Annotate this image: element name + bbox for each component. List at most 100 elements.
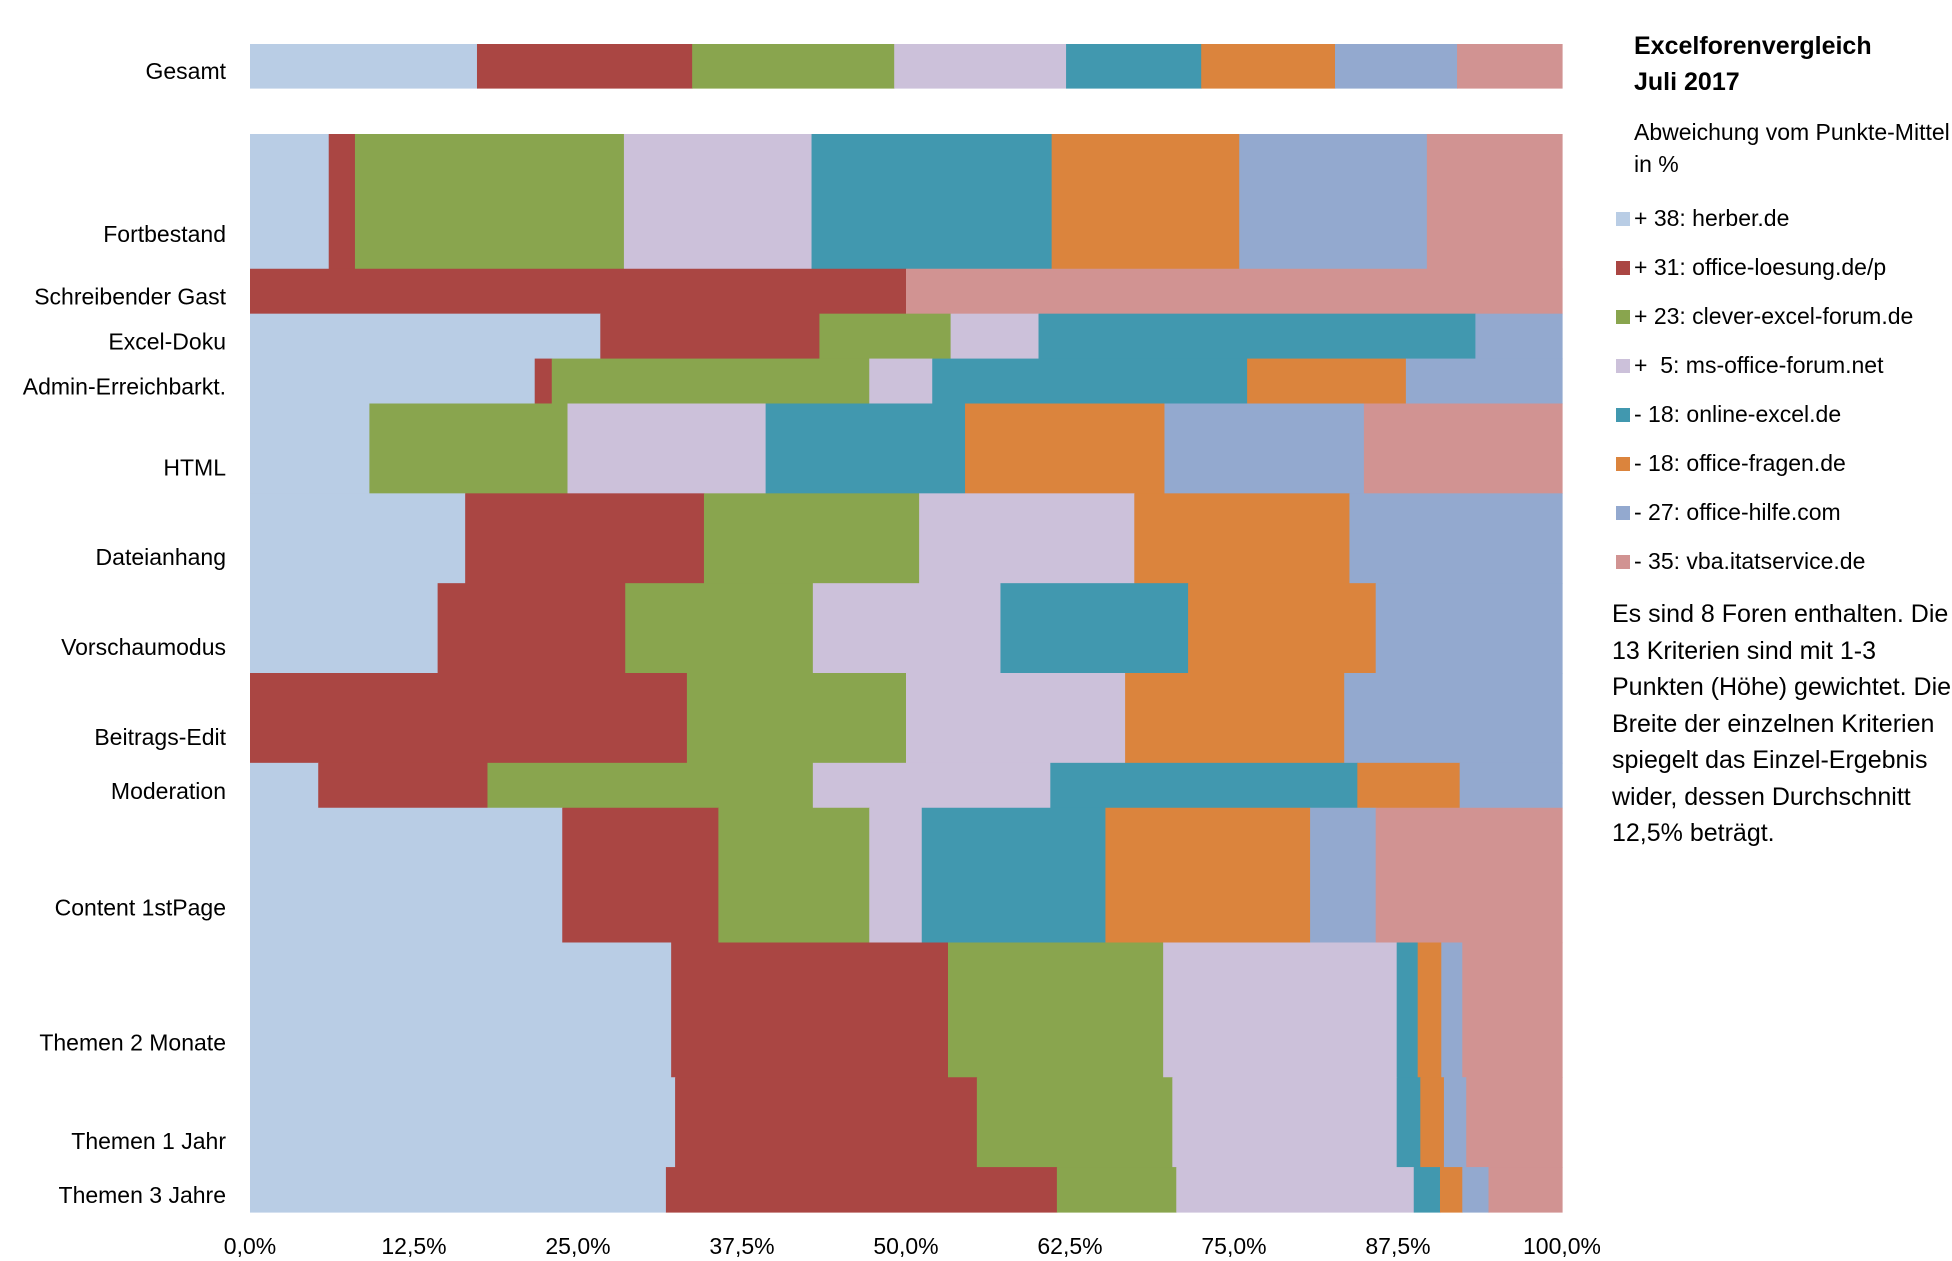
bar-admin-erreichbarkt-clever-excel-forum-de — [551, 358, 870, 405]
bar-excel-doku-office-hilfe-com — [1475, 313, 1563, 360]
x-tick-label: 0,0% — [224, 1233, 276, 1259]
bar-moderation-herber-de — [250, 762, 319, 809]
category-label-themen-2-monate: Themen 2 Monate — [39, 1029, 226, 1055]
bar-gesamt-clever-excel-forum-de — [692, 44, 895, 89]
bar-themen-1-jahr-office-hilfe-com — [1443, 1077, 1467, 1168]
x-axis-tick-labels: 0,0% 12,5% 25,0% 37,5% 50,0% 62,5% 75,0% 87,5% 1… — [224, 1233, 1600, 1259]
x-tick-label: 37,5% — [709, 1233, 774, 1259]
bar-content-1stpage-office-loesung-de-p — [562, 807, 719, 944]
category-label-moderation: Moderation — [111, 778, 226, 804]
bar-themen-2-monate-ms-office-forum-net — [1163, 942, 1398, 1078]
bar-content-1stpage-office-hilfe-com — [1310, 807, 1377, 944]
bar-schreibender-gast-vba-itatservice-de — [906, 268, 1563, 315]
x-tick-label: 25,0% — [545, 1233, 610, 1259]
bar-themen-1-jahr-office-loesung-de-p — [675, 1077, 978, 1168]
bar-dateianhang-office-loesung-de-p — [465, 493, 705, 584]
bar-admin-erreichbarkt-office-hilfe-com — [1405, 358, 1563, 405]
legend-item-herber-de: + 38: herber.de — [1600, 194, 1950, 243]
bar-fortbestand-office-loesung-de-p — [328, 134, 356, 270]
bar-html-herber-de — [250, 403, 370, 494]
legend-label: + 38: herber.de — [1634, 205, 1790, 231]
bar-moderation-office-fragen-de — [1357, 762, 1461, 809]
bar-themen-3-jahre-online-excel-de — [1413, 1167, 1441, 1213]
bar-moderation-clever-excel-forum-de — [487, 762, 814, 809]
bar-vorschaumodus-clever-excel-forum-de — [625, 583, 814, 674]
bar-html-ms-office-forum-net — [567, 403, 767, 494]
legend-label: + 31: office-loesung.de/p — [1634, 254, 1887, 280]
legend-title: Abweichung vom Punkte-Mittel in % — [1634, 119, 1950, 177]
bar-schreibender-gast-office-loesung-de-p — [250, 268, 907, 315]
chart-plot-area: Gesamt Fortbestand Schreibender Gast Excel-… — [23, 44, 1600, 1259]
bar-themen-2-monate-clever-excel-forum-de — [947, 942, 1164, 1078]
bar-excel-doku-office-loesung-de-p — [600, 313, 821, 360]
bar-gesamt-ms-office-forum-net — [894, 44, 1067, 89]
legend-swatch — [1616, 309, 1630, 324]
category-label-admin-erreichbarkt: Admin-Erreichbarkt. — [23, 374, 226, 400]
category-label-gesamt: Gesamt — [145, 58, 226, 84]
x-tick-label: 75,0% — [1201, 1233, 1266, 1259]
legend-item-vba-itatservice-de: - 35: vba.itatservice.de — [1600, 537, 1950, 586]
bar-gesamt-herber-de — [250, 44, 478, 89]
bar-themen-2-monate-office-fragen-de — [1417, 942, 1442, 1078]
category-label-content-1stpage: Content 1stPage — [55, 895, 226, 921]
bar-gesamt-vba-itatservice-de — [1457, 44, 1563, 89]
bar-fortbestand-herber-de — [250, 134, 330, 270]
category-label-vorschaumodus: Vorschaumodus — [61, 634, 226, 660]
bar-beitrags-edit-office-loesung-de-p — [250, 673, 688, 764]
bar-beitrags-edit-clever-excel-forum-de — [686, 673, 907, 764]
legend-swatch — [1616, 505, 1630, 520]
bar-vorschaumodus-online-excel-de — [1000, 583, 1189, 674]
bar-content-1stpage-office-fragen-de — [1105, 807, 1311, 944]
bar-vorschaumodus-ms-office-forum-net — [812, 583, 1002, 674]
category-label-html: HTML — [163, 454, 226, 480]
bar-admin-erreichbarkt-herber-de — [250, 358, 536, 405]
legend-item-office-fragen-de: - 18: office-fragen.de — [1600, 439, 1950, 488]
bar-themen-2-monate-herber-de — [250, 942, 672, 1078]
bar-themen-3-jahre-office-loesung-de-p — [665, 1167, 1058, 1213]
bar-html-clever-excel-forum-de — [369, 403, 569, 494]
category-label-themen-3-jahre: Themen 3 Jahre — [59, 1182, 226, 1208]
bar-themen-3-jahre-ms-office-forum-net — [1176, 1167, 1415, 1213]
bar-admin-erreichbarkt-ms-office-forum-net — [869, 358, 933, 405]
bar-excel-doku-online-excel-de — [1038, 313, 1477, 360]
legend-label: + 23: clever-excel-forum.de — [1634, 303, 1914, 329]
bar-dateianhang-clever-excel-forum-de — [703, 493, 920, 584]
chart-subtitle: Juli 2017 — [1634, 68, 1740, 96]
category-label-excel-doku: Excel-Doku — [108, 329, 226, 355]
bar-vorschaumodus-office-hilfe-com — [1375, 583, 1563, 674]
bar-themen-2-monate-office-loesung-de-p — [671, 942, 949, 1078]
legend-label: + 5: ms-office-forum.net — [1634, 352, 1884, 378]
bar-admin-erreichbarkt-office-fragen-de — [1247, 358, 1407, 405]
bar-beitrags-edit-ms-office-forum-net — [906, 673, 1126, 764]
bar-html-vba-itatservice-de — [1363, 403, 1563, 494]
bar-admin-erreichbarkt-online-excel-de — [932, 358, 1248, 405]
x-tick-label: 12,5% — [381, 1233, 446, 1259]
bar-vorschaumodus-office-loesung-de-p — [437, 583, 626, 674]
category-label-fortbestand: Fortbestand — [103, 221, 226, 247]
bar-html-online-excel-de — [765, 403, 966, 494]
bar-themen-1-jahr-clever-excel-forum-de — [976, 1077, 1173, 1168]
legend-item-office-loesung-de-p: + 31: office-loesung.de/p — [1600, 243, 1950, 292]
bar-excel-doku-ms-office-forum-net — [950, 313, 1040, 360]
legend-item-office-hilfe-com: - 27: office-hilfe.com — [1600, 488, 1950, 537]
bar-themen-3-jahre-clever-excel-forum-de — [1056, 1167, 1177, 1213]
bar-themen-1-jahr-online-excel-de — [1396, 1077, 1421, 1168]
bar-content-1stpage-clever-excel-forum-de — [718, 807, 870, 944]
bar-fortbestand-clever-excel-forum-de — [354, 134, 625, 270]
legend-item-ms-office-forum-net: + 5: ms-office-forum.net — [1600, 341, 1950, 390]
x-tick-label: 87,5% — [1365, 1233, 1430, 1259]
bar-gesamt-office-hilfe-com — [1335, 44, 1458, 89]
bar-content-1stpage-online-excel-de — [921, 807, 1107, 944]
chart-title: Excelforenvergleich — [1634, 32, 1872, 60]
legend-item-online-excel-de: - 18: online-excel.de — [1600, 390, 1950, 439]
bar-dateianhang-herber-de — [250, 493, 466, 584]
bar-html-office-hilfe-com — [1164, 403, 1365, 494]
legend-swatch — [1616, 211, 1630, 226]
bar-fortbestand-online-excel-de — [811, 134, 1053, 270]
bar-content-1stpage-herber-de — [250, 807, 563, 944]
bar-themen-1-jahr-office-fragen-de — [1420, 1077, 1445, 1168]
legend-label: - 35: vba.itatservice.de — [1634, 548, 1866, 574]
bar-themen-2-monate-office-hilfe-com — [1441, 942, 1463, 1078]
bar-themen-3-jahre-office-hilfe-com — [1462, 1167, 1490, 1213]
legend: + 38: herber.de + 31: office-loesung.de/p… — [1600, 194, 1950, 586]
